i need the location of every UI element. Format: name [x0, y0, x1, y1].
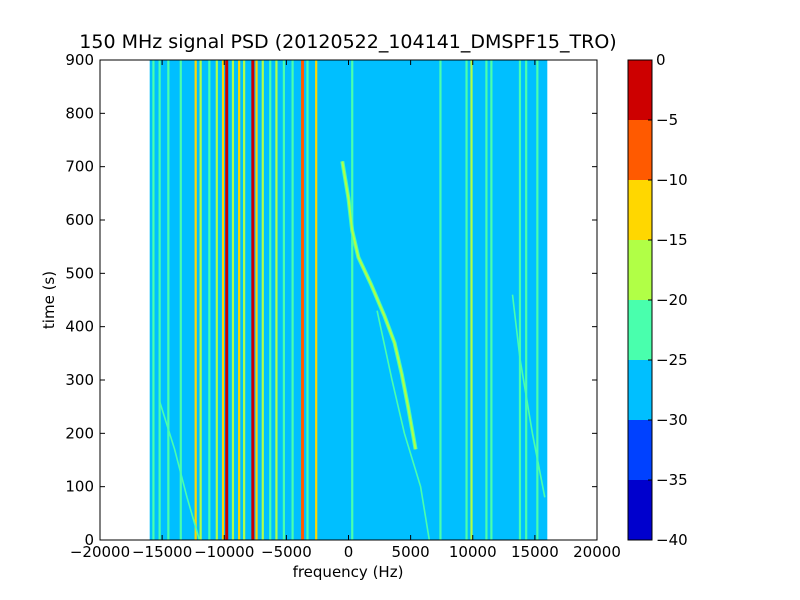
x-tick-label-2: −10000 [194, 543, 254, 561]
y-tick-label-2: 200 [65, 424, 94, 442]
psd-line-11 [238, 60, 241, 540]
colorbar-tick-label-1: −35 [656, 471, 688, 489]
psd-line-8 [221, 60, 225, 540]
psd-line-13 [251, 60, 255, 540]
colorbar-segment-4 [628, 240, 652, 300]
psd-line-23 [351, 60, 354, 540]
psd-line-12 [243, 60, 246, 540]
x-tick-label-8: 20000 [573, 543, 621, 561]
plot-area [99, 59, 598, 541]
psd-line-15 [261, 60, 264, 540]
colorbar-tick-label-5: −15 [656, 231, 688, 249]
colorbar-segment-0 [628, 480, 652, 540]
y-tick-label-0: 0 [84, 531, 94, 549]
psd-line-29 [518, 60, 522, 540]
colorbar: −40 −35 −30 −25 −20 −15 −10 −5 0 [627, 51, 688, 549]
colorbar-segment-6 [628, 120, 652, 180]
psd-line-26 [470, 60, 473, 540]
y-tick-label-5: 500 [65, 264, 94, 282]
x-tick-label-3: −5000 [261, 543, 312, 561]
y-tick-label-8: 800 [65, 104, 94, 122]
doppler-track-core [341, 161, 417, 450]
psd-line-2 [167, 60, 170, 540]
x-tick-label-0: −20000 [70, 543, 130, 561]
colorbar-segment-1 [628, 420, 652, 480]
psd-line-25 [465, 60, 468, 540]
y-axis: 0 100 200 300 400 500 600 700 800 900 [65, 51, 597, 549]
x-axis: −20000 −15000 −10000 −5000 0 5000 10000 15000 20… [70, 60, 621, 561]
faint-track-1 [158, 401, 201, 541]
psd-line-20 [301, 60, 305, 540]
psd-line-21 [306, 60, 309, 540]
psd-line-27 [485, 60, 488, 540]
y-tick-label-3: 300 [65, 371, 94, 389]
heatmap-layer [149, 60, 548, 541]
psd-line-31 [536, 60, 539, 540]
colorbar-tick-label-3: −25 [656, 351, 688, 369]
x-tick-label-6: 10000 [449, 543, 497, 561]
colorbar-tick-label-2: −30 [656, 411, 688, 429]
psd-line-18 [282, 60, 285, 540]
y-tick-label-4: 400 [65, 318, 94, 336]
colorbar-tick-label-4: −20 [656, 291, 688, 309]
psd-line-4 [194, 60, 197, 540]
colorbar-tick-label-7: −5 [656, 111, 678, 129]
psd-line-19 [291, 60, 294, 540]
y-axis-label: time (s) [40, 271, 58, 329]
faint-track-2 [511, 294, 546, 498]
psd-line-1 [158, 60, 161, 540]
colorbar-tick-label-0: −40 [656, 531, 688, 549]
y-tick-label-9: 900 [65, 51, 94, 69]
psd-line-6 [208, 60, 211, 540]
colorbar-tick-label-8: 0 [656, 51, 666, 69]
psd-line-22 [315, 60, 318, 540]
colorbar-segment-2 [628, 360, 652, 420]
chart-title: 150 MHz signal PSD (20120522_104141_DMSP… [79, 31, 616, 53]
y-tick-label-6: 600 [65, 211, 94, 229]
psd-line-0 [152, 60, 155, 540]
x-tick-label-1: −15000 [132, 543, 192, 561]
psd-line-17 [275, 60, 278, 540]
psd-line-14 [255, 60, 258, 540]
colorbar-segment-7 [628, 60, 652, 120]
psd-line-30 [525, 60, 528, 540]
colorbar-segment-3 [628, 300, 652, 360]
colorbar-segment-5 [628, 180, 652, 240]
x-tick-label-5: 5000 [392, 543, 430, 561]
psd-line-7 [215, 60, 218, 540]
x-tick-label-4: 0 [344, 543, 354, 561]
psd-line-28 [490, 60, 493, 540]
x-axis-label: frequency (Hz) [293, 563, 404, 581]
psd-line-3 [179, 60, 182, 540]
x-tick-label-7: 15000 [511, 543, 559, 561]
y-tick-label-7: 700 [65, 158, 94, 176]
psd-line-16 [269, 60, 272, 540]
psd-line-10 [231, 60, 235, 540]
psd-line-5 [199, 60, 202, 540]
psd-line-24 [439, 60, 442, 540]
y-tick-label-1: 100 [65, 478, 94, 496]
faint-track-0 [376, 310, 431, 541]
psd-line-9 [225, 60, 229, 540]
colorbar-tick-label-6: −10 [656, 171, 688, 189]
